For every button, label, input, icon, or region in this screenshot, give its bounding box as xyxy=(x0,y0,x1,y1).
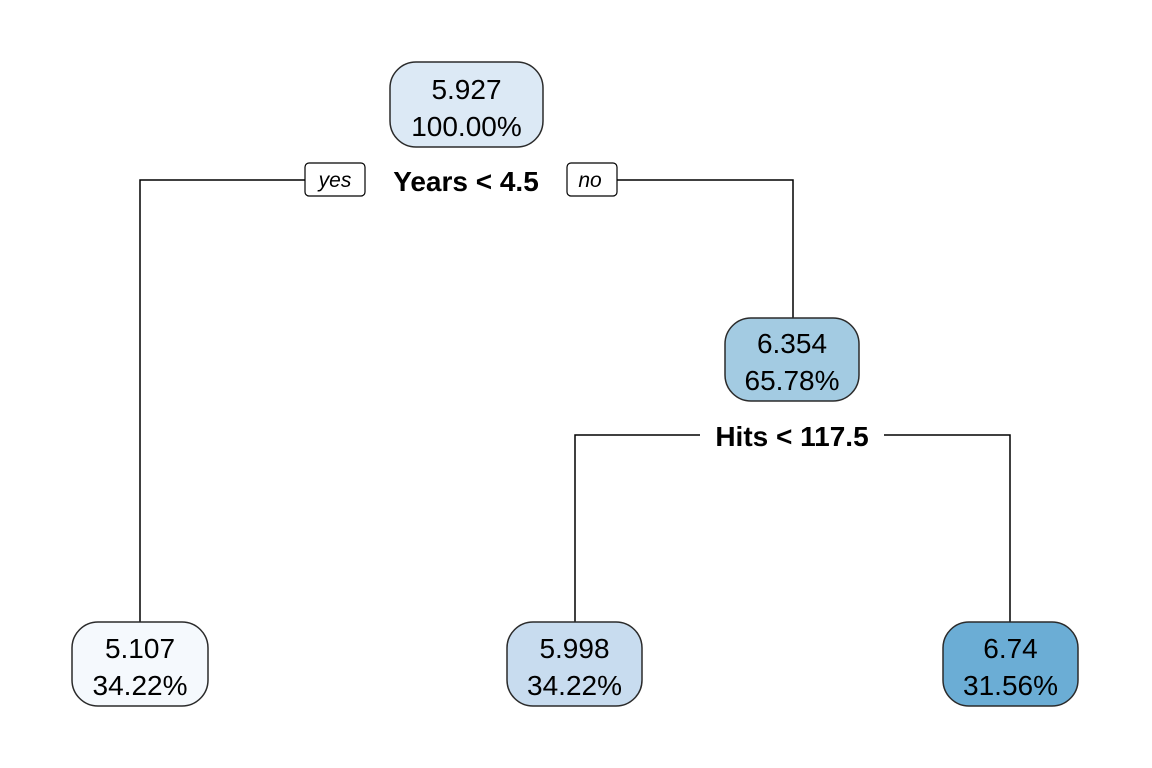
branch-no-box xyxy=(566,162,618,197)
split-years: yes Years < 4.5 no xyxy=(304,162,618,197)
tree-edges xyxy=(139,179,1011,622)
split-hits-bg xyxy=(700,420,884,452)
node-6-74-value: 6.74 xyxy=(983,633,1038,664)
node-6-354-value: 6.354 xyxy=(757,328,827,359)
node-root-value: 5.927 xyxy=(431,74,501,105)
branch-yes-label: yes xyxy=(317,169,352,192)
node-5-107-percent: 34.22% xyxy=(93,670,188,701)
node-root-box xyxy=(389,61,544,148)
edge-root-left xyxy=(139,179,305,622)
split-hits-label: Hits < 117.5 xyxy=(715,421,868,452)
node-5-998: 5.998 34.22% xyxy=(506,621,643,707)
node-5-998-box xyxy=(506,621,643,707)
node-5-107-box xyxy=(71,621,209,707)
node-6-74-box xyxy=(942,621,1079,707)
node-6-74-percent: 31.56% xyxy=(963,670,1058,701)
node-5-107: 5.107 34.22% xyxy=(71,621,209,707)
node-5-107-value: 5.107 xyxy=(105,633,175,664)
branch-no-label: no xyxy=(578,169,602,192)
edge-hits-left xyxy=(574,434,700,622)
node-6-74: 6.74 31.56% xyxy=(942,621,1079,707)
split-years-label: Years < 4.5 xyxy=(393,166,539,197)
node-6-354-box xyxy=(724,317,860,402)
node-root-percent: 100.00% xyxy=(411,111,522,142)
edge-root-right xyxy=(617,179,794,318)
node-5-998-value: 5.998 xyxy=(539,633,609,664)
edge-hits-right xyxy=(884,434,1011,622)
node-6-354-percent: 65.78% xyxy=(745,365,840,396)
split-hits: Hits < 117.5 xyxy=(700,420,884,452)
node-5-998-percent: 34.22% xyxy=(527,670,622,701)
node-6-354: 6.354 65.78% xyxy=(724,317,860,402)
branch-yes-box xyxy=(304,162,366,197)
node-root: 5.927 100.00% xyxy=(389,61,544,148)
